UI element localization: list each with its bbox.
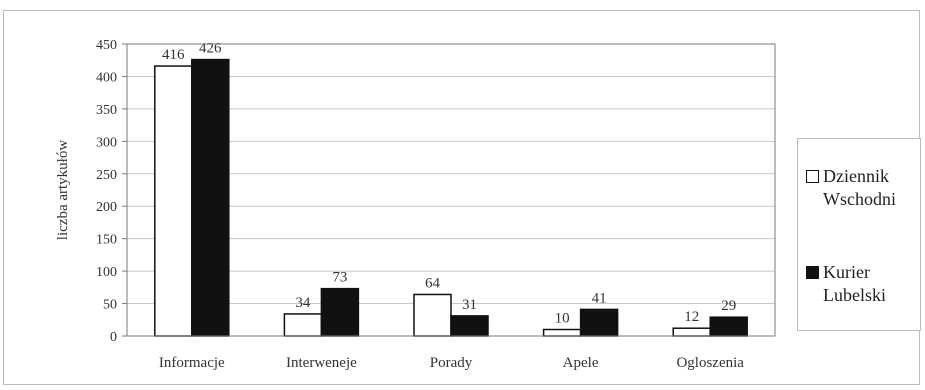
legend-label-kurier-lubelski: Kurier Lubelski [823, 262, 886, 305]
x-axis-categories: Informacje Interweneje Porady Apele Ogloszen… [159, 355, 744, 371]
legend-swatch-dziennik-wschodni [806, 170, 819, 183]
data-label: 12 [684, 309, 699, 325]
y-tick-label: 0 [110, 330, 117, 345]
y-tick-label: 400 [96, 70, 117, 85]
y-tick-label: 250 [96, 168, 117, 183]
plot-area-border [126, 43, 776, 337]
data-label: 73 [332, 270, 347, 286]
y-tick-label: 50 [103, 298, 117, 313]
y-tick-label: 350 [96, 103, 117, 118]
data-label: 416 [162, 47, 185, 63]
data-label: 426 [199, 41, 222, 57]
data-label: 41 [592, 290, 607, 306]
x-category-label: Interweneje [286, 355, 357, 371]
legend-item-dziennik-wschodni: Dziennik Wschodni [806, 165, 918, 211]
bar-dziennik-wschodni [413, 293, 452, 337]
data-label: 10 [555, 311, 570, 327]
x-category-label: Apele [563, 355, 599, 371]
data-labels: 416 426 34 73 64 31 10 41 12 29 [162, 41, 736, 327]
bars [154, 58, 748, 337]
x-category-label: Ogloszenia [676, 355, 744, 371]
legend-item-kurier-lubelski: Kurier Lubelski [806, 261, 918, 307]
x-category-label: Porady [430, 355, 473, 371]
bar-dziennik-wschodni [542, 328, 582, 337]
x-category-label: Informacje [159, 355, 225, 371]
y-axis-label: liczba artykułów [55, 140, 71, 241]
bar-dziennik-wschodni [672, 327, 711, 337]
y-tick-label: 150 [96, 233, 117, 248]
bar-kurier-lubelski [320, 287, 360, 337]
y-tick-label: 450 [96, 38, 117, 53]
legend-swatch-kurier-lubelski [806, 266, 819, 279]
y-axis-ticks: 0 50 100 150 200 250 300 350 400 450 [96, 38, 127, 345]
bar-dziennik-wschodni [283, 313, 323, 337]
data-label: 29 [721, 298, 736, 314]
y-tick-label: 200 [96, 200, 117, 215]
bar-kurier-lubelski [191, 58, 230, 337]
data-label: 31 [462, 297, 477, 313]
bar-kurier-lubelski [450, 315, 489, 337]
y-tick-label: 300 [96, 135, 117, 150]
bar-dziennik-wschodni [154, 65, 193, 337]
data-label: 34 [295, 295, 311, 311]
gridlines [127, 75, 775, 305]
y-tick-label: 100 [96, 265, 117, 280]
bar-kurier-lubelski [579, 308, 619, 337]
legend-label-dziennik-wschodni: Dziennik Wschodni [823, 166, 896, 209]
bar-kurier-lubelski [709, 316, 748, 337]
legend: Dziennik Wschodni Kurier Lubelski [797, 138, 921, 331]
data-label: 64 [425, 275, 441, 291]
